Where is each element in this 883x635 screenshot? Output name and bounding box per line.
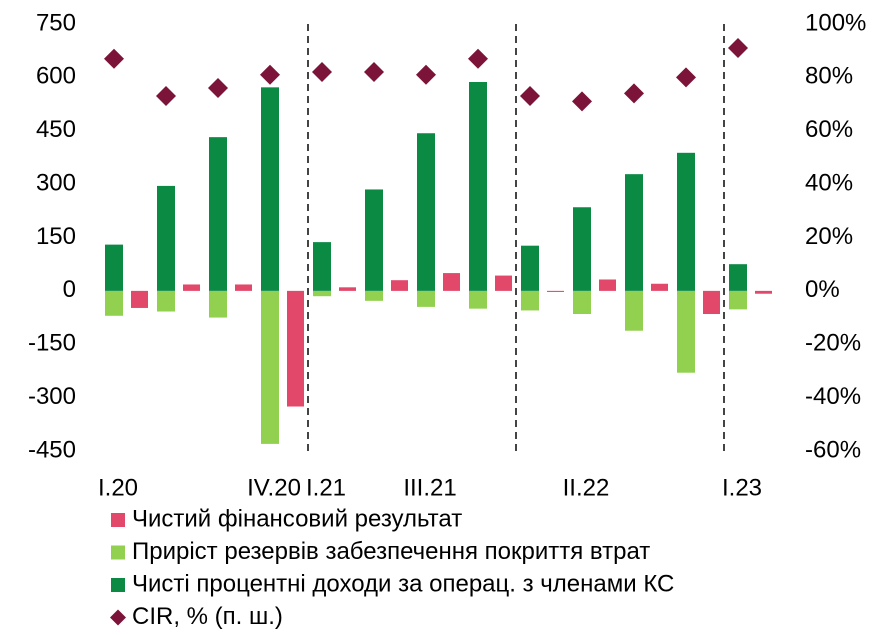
y2-tick-label: 0% xyxy=(805,276,840,303)
bar xyxy=(599,279,616,291)
y-tick-label: 750 xyxy=(36,9,76,36)
bar xyxy=(625,290,643,331)
bar xyxy=(729,290,747,310)
y2-tick-label: 40% xyxy=(805,169,853,196)
y2-tick-label: 60% xyxy=(805,116,853,143)
cir-marker xyxy=(312,62,332,83)
y-tick-label: 450 xyxy=(36,116,76,143)
bar xyxy=(313,242,331,291)
bar xyxy=(417,133,435,291)
legend-label: Приріст резервів забезпечення покриття в… xyxy=(132,538,650,565)
y-tick-label: 300 xyxy=(36,169,76,196)
cir-marker xyxy=(208,78,228,99)
bar xyxy=(469,82,487,291)
y2-tick-label: 80% xyxy=(805,63,853,90)
cir-marker xyxy=(728,38,748,59)
bar xyxy=(183,284,200,291)
bar xyxy=(365,290,383,301)
cir-marker xyxy=(156,86,176,107)
bar xyxy=(417,290,435,307)
legend-marker xyxy=(110,609,126,626)
cir-marker xyxy=(416,64,436,85)
bar xyxy=(209,137,227,291)
bar xyxy=(131,290,148,308)
legend-label: CIR, % (п. ш.) xyxy=(132,603,283,630)
cir-marker xyxy=(572,91,592,112)
y2-tick-label: 20% xyxy=(805,223,853,250)
bar xyxy=(105,244,123,291)
bar xyxy=(261,87,279,291)
bar xyxy=(625,174,643,291)
legend-label: Чистий фінансовий результат xyxy=(132,505,462,532)
bar xyxy=(521,245,539,291)
bar xyxy=(235,284,252,291)
bar xyxy=(573,290,591,315)
bar xyxy=(313,290,331,297)
bar xyxy=(339,287,356,291)
cir-marker xyxy=(104,48,124,69)
cir-marker xyxy=(676,67,696,88)
x-tick-label: II.22 xyxy=(563,474,610,501)
bar xyxy=(157,185,175,291)
bar xyxy=(703,290,720,315)
y2-tick-label: -60% xyxy=(805,436,861,463)
bar xyxy=(677,152,695,291)
cir-marker xyxy=(624,83,644,104)
bar xyxy=(547,290,564,292)
x-tick-label: III.21 xyxy=(403,474,456,501)
bar xyxy=(495,275,512,291)
y-tick-label: -150 xyxy=(28,330,76,357)
bar xyxy=(443,273,460,291)
bar xyxy=(729,264,747,291)
y2-tick-label: -20% xyxy=(805,330,861,357)
y-tick-label: 600 xyxy=(36,63,76,90)
x-tick-label: IV.20 xyxy=(247,474,301,501)
y2-tick-label: 100% xyxy=(805,9,866,36)
legend-marker xyxy=(111,545,125,560)
cir-marker xyxy=(260,64,280,85)
bar xyxy=(209,290,227,318)
x-tick-label: I.20 xyxy=(98,474,138,501)
y2-tick-label: -40% xyxy=(805,383,861,410)
bar xyxy=(573,207,591,291)
bar xyxy=(469,290,487,309)
bar xyxy=(391,280,408,291)
cir-marker xyxy=(468,48,488,69)
legend-marker xyxy=(111,513,125,527)
y-tick-label: 150 xyxy=(36,223,76,250)
cir-marker xyxy=(364,62,384,83)
bar xyxy=(521,290,539,311)
y-tick-label: -300 xyxy=(28,383,76,410)
bar xyxy=(677,290,695,373)
bar xyxy=(157,290,175,312)
legend-label: Чисті процентні доходи за операц. з член… xyxy=(132,570,674,597)
cir-marker xyxy=(520,86,540,107)
bar xyxy=(105,290,123,316)
y-tick-label: 0 xyxy=(63,276,76,303)
bar xyxy=(651,283,668,291)
legend-marker xyxy=(111,578,125,592)
bar xyxy=(755,290,772,294)
x-tick-label: I.23 xyxy=(722,474,762,501)
y-tick-label: -450 xyxy=(28,436,76,463)
bar xyxy=(261,290,279,444)
bar xyxy=(287,290,304,407)
bar xyxy=(365,189,383,291)
x-tick-label: I.21 xyxy=(306,474,346,501)
